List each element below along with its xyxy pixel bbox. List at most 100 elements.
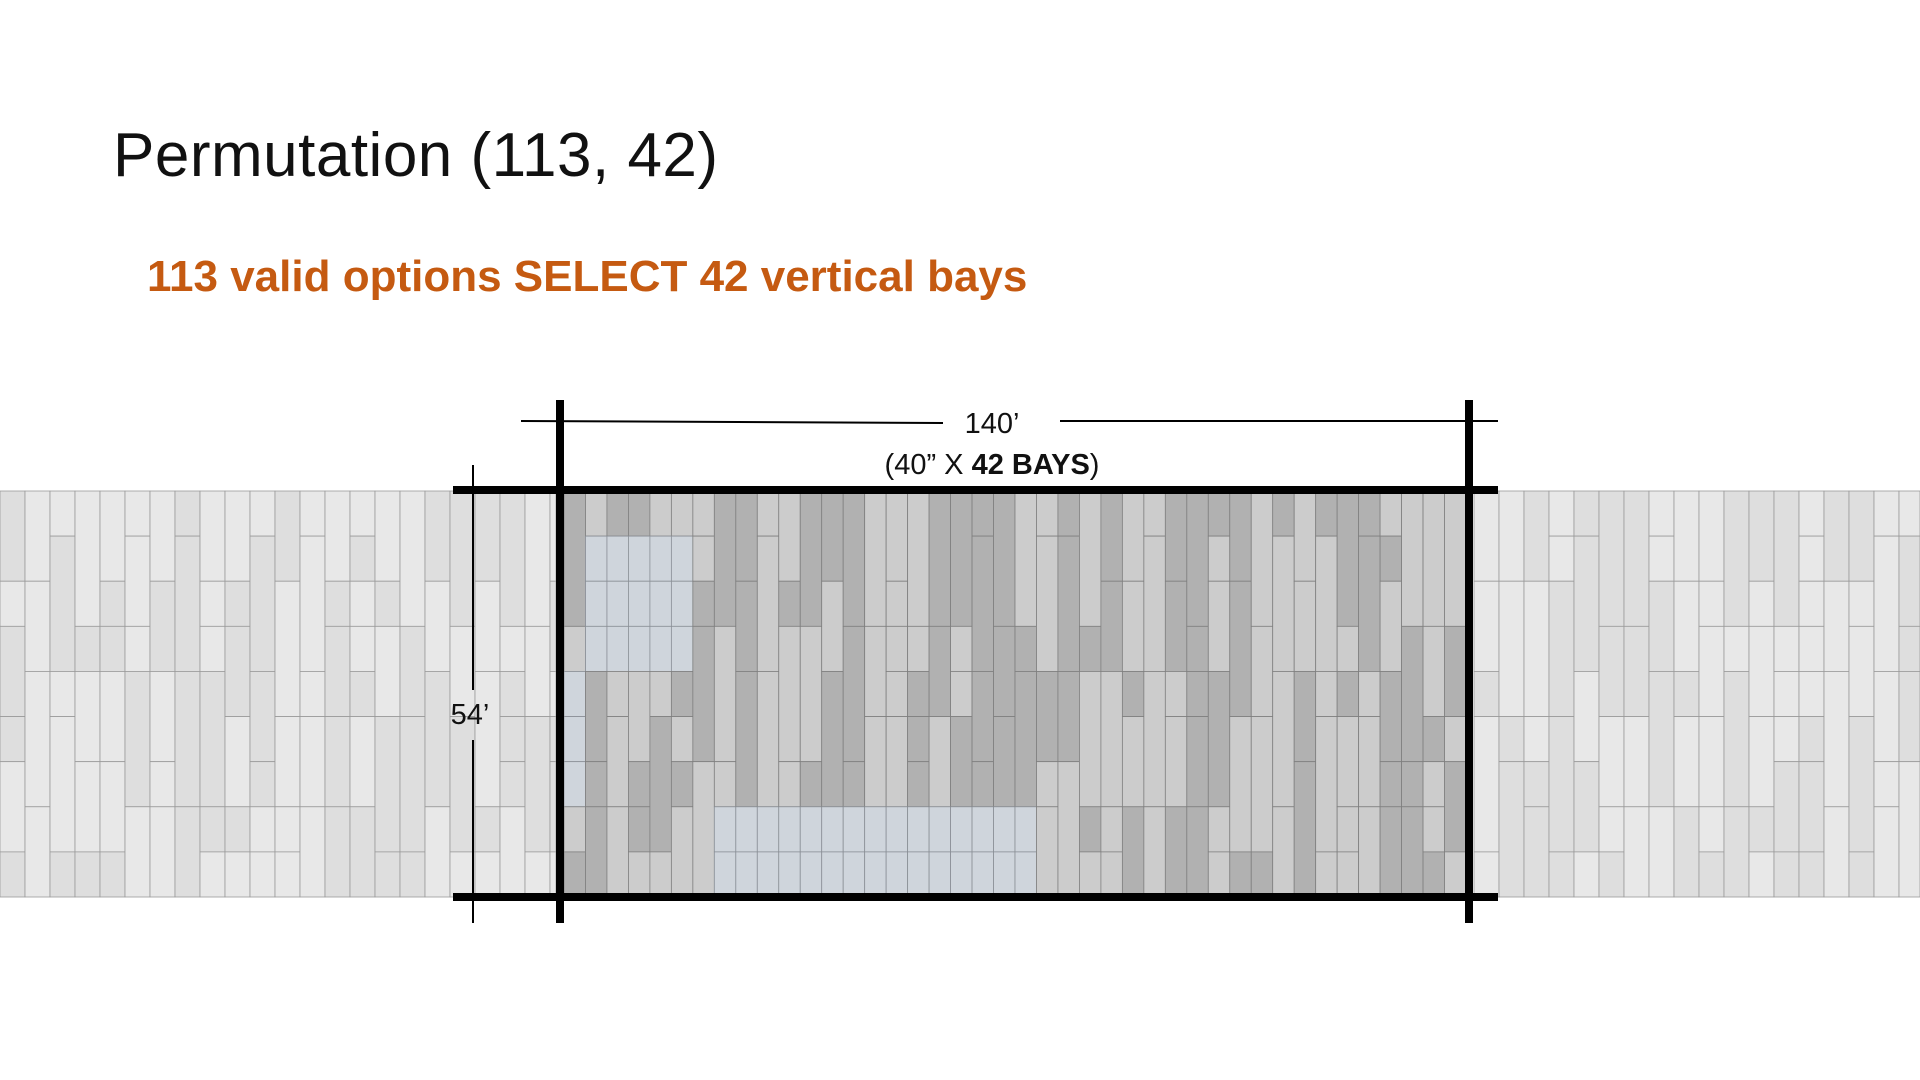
faded-bay-cell [424,580,451,672]
faded-bay-cell [349,535,376,582]
bay-cell [649,716,672,853]
faded-bay-cell [224,625,251,717]
bay-cell [1164,490,1188,582]
bay-cell [1379,580,1402,672]
bay-cell [1121,671,1145,717]
faded-bay-cell [99,851,126,898]
bay-cell [1293,580,1317,672]
bay-cell [606,716,629,808]
faded-bay-cell [1748,580,1775,627]
faded-bay-cell [399,851,426,898]
faded-bay-cell [1523,490,1550,582]
bay-cell [692,625,715,763]
bay-cell [1143,535,1166,672]
bay-cell [606,806,629,898]
bay-cell [971,490,994,537]
bay-cell [1014,490,1037,627]
bay-cell [1036,490,1059,537]
bay-cell [1186,806,1209,898]
bay-cell [885,716,909,808]
bay-cell [950,671,973,717]
faded-bay-cell [1748,806,1775,853]
bay-cell [1186,490,1209,627]
bay-cell [928,716,951,808]
faded-bay-cell [1798,716,1825,763]
faded-bay-cell [549,851,557,898]
faded-bay-cell [99,761,126,853]
bay-cell [1057,490,1080,537]
bay-cell [1186,671,1209,717]
bay-cell [907,671,930,717]
bay-cell [1272,806,1295,898]
faded-bay-cell [1598,716,1625,808]
bay-cell [1121,490,1145,582]
faded-bay-cell [1573,671,1600,763]
bay-cell [670,490,694,537]
faded-bay-cell [399,490,426,627]
bay-cell [1272,535,1295,672]
faded-bay-cell [1473,490,1500,582]
faded-bay-cell [449,490,476,627]
faded-bay-cell [1623,625,1650,717]
bay-cell [628,851,651,898]
faded-bay-cell [1473,671,1500,717]
bay-cell [799,761,823,808]
faded-pattern-right [1473,490,1920,898]
faded-bay-cell [1873,671,1900,763]
faded-bay-cell [1523,806,1550,898]
faded-bay-cell [299,671,326,717]
highlighted-bay-cell [971,851,994,898]
highlighted-bay-cell [713,806,737,853]
faded-bay-cell [199,625,226,672]
highlighted-bay-cell [971,806,994,853]
faded-bay-cell [1523,716,1550,763]
bay-cell [585,671,608,763]
faded-bay-cell [1798,761,1825,853]
bay-cell [692,490,715,537]
bay-cell [1293,671,1317,763]
bay-cell [735,671,758,808]
bay-cell [907,716,930,763]
bay-cell [842,625,866,763]
faded-bay-cell [1523,580,1550,717]
bays-label: (40” X 42 BAYS) [885,449,1100,481]
faded-bay-cell [349,580,376,627]
highlighted-bay-cell [628,535,651,582]
bay-cell [971,671,994,763]
faded-bay-cell [1798,535,1825,582]
faded-bay-cell [1698,490,1725,582]
bay-cell [563,625,586,672]
bay-cell [1272,671,1295,808]
bay-cell [993,625,1016,717]
bay-cell [563,851,586,898]
faded-bay-cell [99,580,126,627]
bay-cell [993,716,1016,808]
faded-bay-cell [299,806,326,898]
bay-cell [713,490,737,627]
faded-bay-cell [1673,671,1700,717]
faded-bay-cell [474,806,501,853]
faded-bay-cell [1898,671,1920,763]
slide-title: Permutation (113, 42) [113,121,719,190]
bay-cell [1444,851,1467,898]
bay-cell [585,490,608,537]
faded-bay-cell [1823,671,1850,808]
faded-bay-cell [74,761,101,853]
faded-bay-cell [224,490,251,582]
faded-bay-cell [424,671,451,808]
faded-bay-cell [174,535,201,672]
faded-bay-cell [1673,580,1700,672]
bay-cell [842,490,866,627]
bay-cell [778,580,801,627]
faded-bay-cell [1748,851,1775,898]
faded-bay-cell [0,580,26,627]
bay-cell [1164,580,1188,672]
bay-cell [1401,761,1424,808]
faded-bay-cell [499,625,526,672]
faded-bay-cell [524,490,551,627]
bay-cell [649,490,672,537]
bay-cell [1422,625,1445,717]
faded-bay-cell [1473,580,1500,672]
bay-cell [1315,490,1338,537]
bay-cell [1358,490,1381,537]
